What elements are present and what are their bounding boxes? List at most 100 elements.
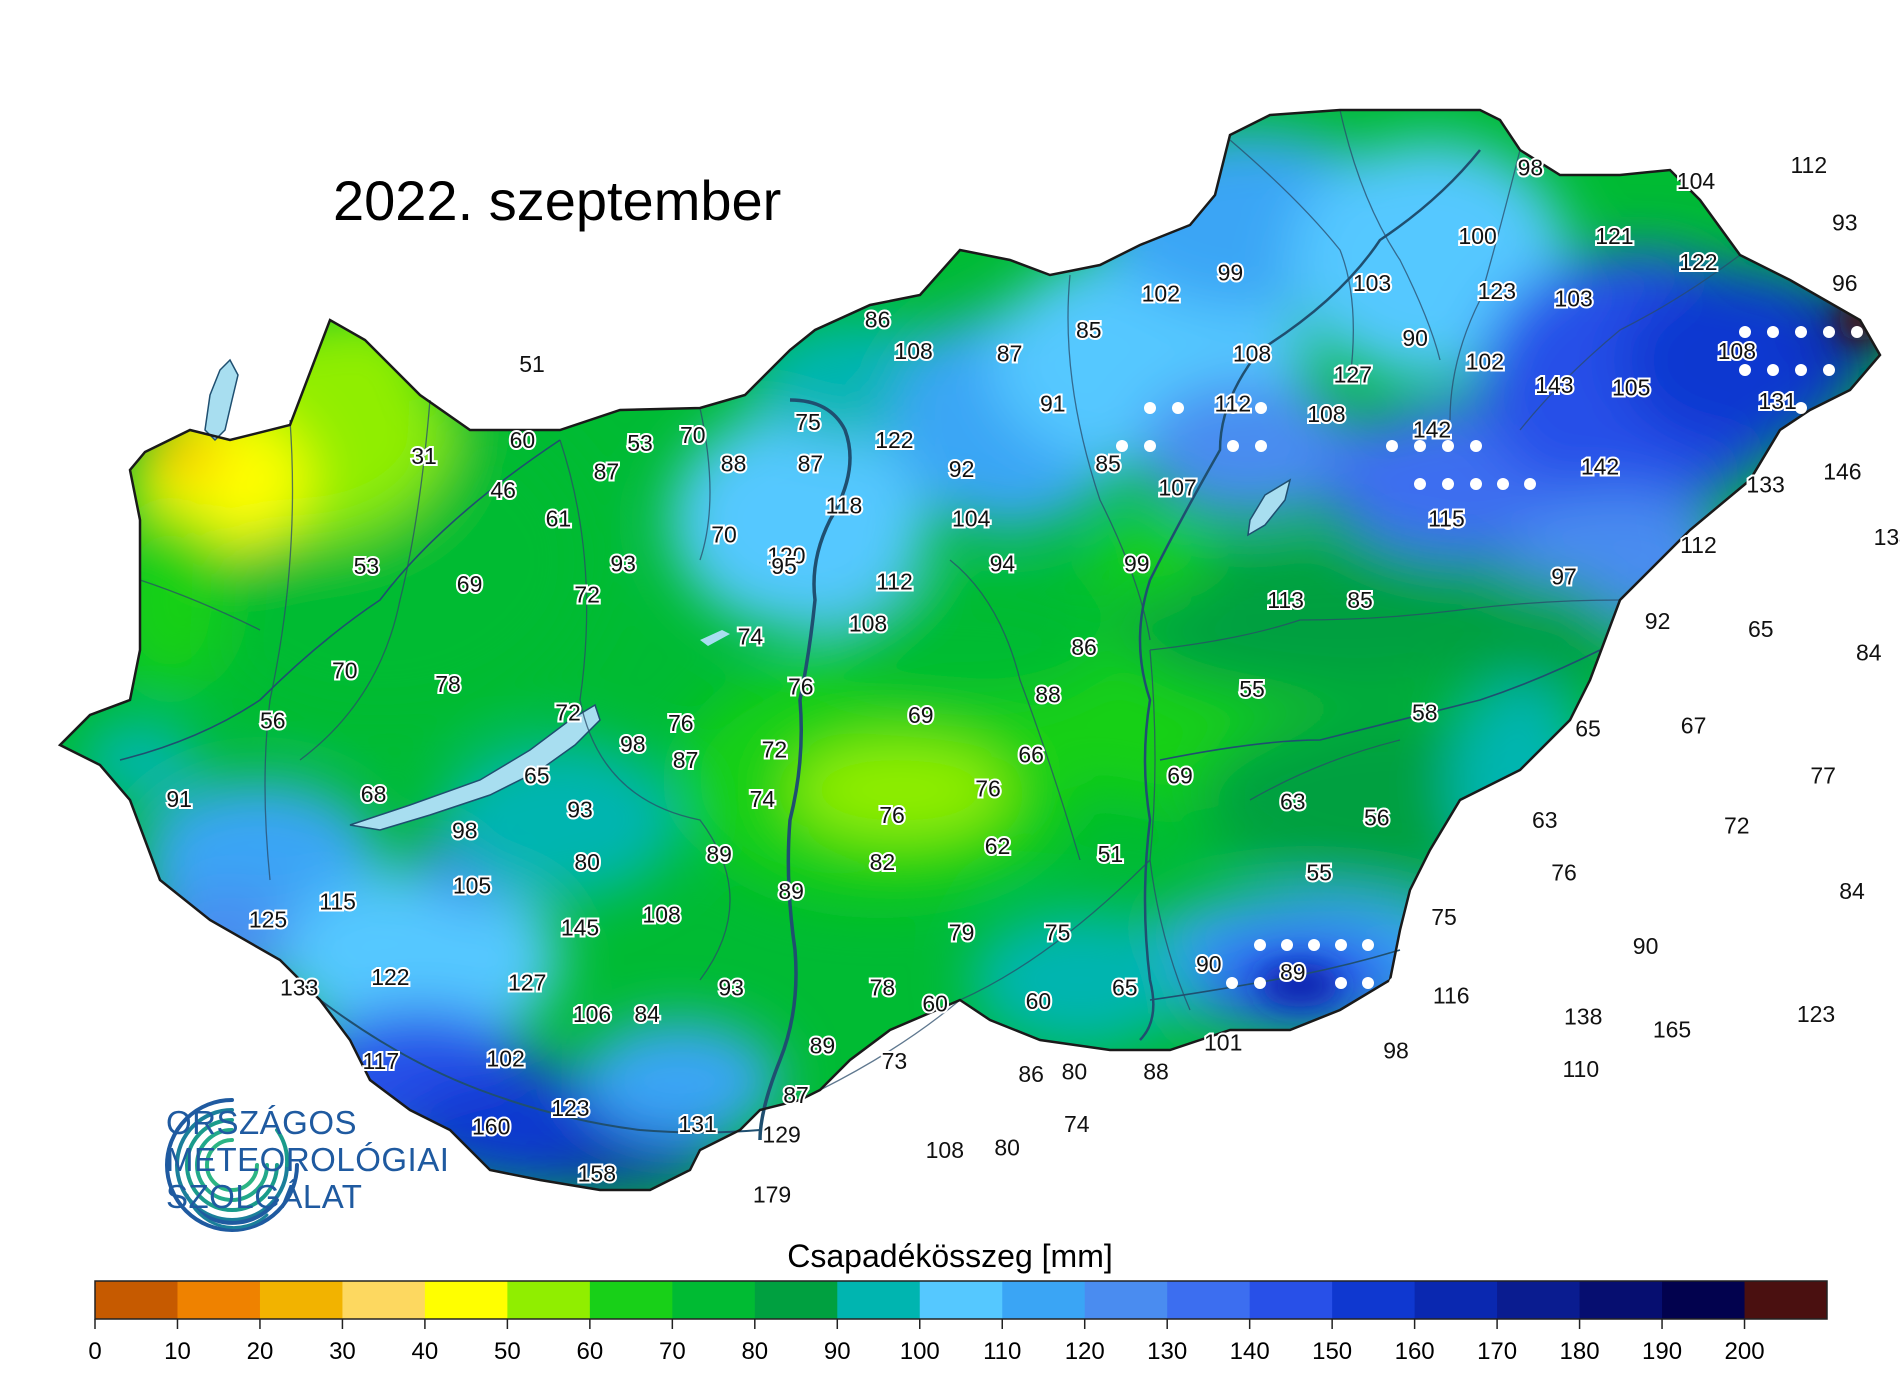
station-value: 31	[411, 443, 437, 469]
station-value: 94	[990, 550, 1016, 576]
legend-swatch	[1332, 1281, 1416, 1319]
station-value: 105	[453, 872, 491, 898]
legend-tick-label: 10	[164, 1338, 191, 1365]
station-value: 123	[551, 1095, 589, 1121]
station-value: 53	[627, 430, 653, 456]
station-value: 84	[1839, 878, 1865, 904]
station-value: 56	[260, 707, 286, 733]
legend-tick-label: 0	[88, 1338, 101, 1365]
station-value: 76	[1551, 859, 1577, 885]
station-value: 93	[610, 550, 636, 576]
station-value: 112	[876, 569, 913, 595]
station-value: 60	[510, 427, 536, 453]
station-value: 88	[1035, 681, 1061, 707]
station-value: 97	[1551, 563, 1577, 589]
legend-swatch	[1579, 1281, 1663, 1319]
omsz-swirl-logo	[165, 1098, 299, 1232]
station-value: 88	[721, 451, 747, 477]
station-value: 66	[1018, 741, 1044, 767]
station-value: 70	[711, 521, 737, 547]
station-value: 87	[673, 747, 699, 773]
station-value: 46	[490, 477, 516, 503]
precipitation-values: 9810411214793120159100121128122127991039…	[164, 150, 1900, 1210]
legend-swatch	[1414, 1281, 1498, 1319]
station-value: 142	[1413, 417, 1451, 443]
legend-swatch	[919, 1281, 1003, 1319]
county-boundaries	[139, 109, 1741, 1091]
station-value: 104	[952, 506, 991, 532]
river-tisza	[1138, 149, 1481, 1041]
station-value: 69	[457, 571, 483, 597]
station-value: 143	[1535, 372, 1573, 398]
station-value: 89	[1280, 959, 1306, 985]
station-value: 87	[798, 451, 824, 477]
river-raba	[119, 439, 561, 761]
station-value: 122	[371, 964, 409, 990]
station-value: 80	[1062, 1059, 1088, 1085]
station-value: 70	[332, 658, 358, 684]
station-value: 103	[1554, 286, 1592, 312]
station-value: 92	[949, 456, 975, 482]
station-value: 72	[574, 582, 600, 608]
station-value: 110	[1562, 1056, 1599, 1082]
legend-swatch	[1002, 1281, 1086, 1319]
legend-swatch	[507, 1281, 591, 1319]
station-value: 69	[908, 702, 934, 728]
station-value: 134	[1874, 524, 1900, 550]
station-value: 82	[870, 849, 896, 875]
lake-balaton	[349, 703, 601, 831]
station-value: 74	[738, 624, 764, 650]
station-value: 165	[1653, 1017, 1691, 1043]
station-value: 58	[1412, 700, 1438, 726]
station-value: 84	[634, 1001, 660, 1027]
legend-tick-label: 30	[329, 1338, 356, 1365]
legend-tick-label: 160	[1395, 1338, 1435, 1365]
station-value: 146	[1823, 459, 1861, 485]
station-value: 108	[1307, 401, 1345, 427]
station-value: 72	[762, 736, 788, 762]
station-value: 65	[524, 762, 550, 788]
station-value: 104	[1677, 168, 1716, 194]
legend-title: Csapadékösszeg [mm]	[787, 1238, 1113, 1274]
legend-swatch	[672, 1281, 756, 1319]
legend-tick-label: 120	[1065, 1338, 1105, 1365]
station-value: 133	[1746, 472, 1784, 498]
station-value: 84	[1856, 639, 1882, 665]
station-value: 108	[926, 1137, 964, 1163]
station-value: 123	[1478, 278, 1516, 304]
legend-swatch	[424, 1281, 508, 1319]
station-value: 76	[788, 673, 814, 699]
legend-tick-label: 70	[659, 1338, 686, 1365]
station-value: 56	[1364, 804, 1390, 830]
station-value: 120	[767, 542, 805, 568]
station-value: 107	[1158, 474, 1196, 500]
station-value: 78	[870, 975, 896, 1001]
station-value: 80	[994, 1134, 1020, 1160]
legend-swatch	[1497, 1281, 1581, 1319]
river-koros	[1159, 649, 1601, 761]
station-value: 179	[753, 1182, 791, 1208]
station-value: 103	[1353, 270, 1391, 296]
station-value: 88	[1143, 1059, 1169, 1085]
station-value: 117	[362, 1048, 399, 1074]
station-value: 92	[1645, 608, 1671, 634]
station-value: 53	[354, 553, 380, 579]
station-value: 158	[578, 1161, 616, 1187]
station-value: 62	[985, 833, 1011, 859]
water-features	[119, 149, 1601, 1141]
station-value: 108	[1233, 341, 1271, 367]
legend-swatch	[1662, 1281, 1746, 1319]
station-value: 145	[561, 914, 599, 940]
station-value: 60	[922, 990, 948, 1016]
legend-tick-label: 170	[1477, 1338, 1517, 1365]
station-value: 113	[1267, 587, 1304, 613]
logo-text: ORSZÁGOS METEOROLÓGIAI SZOLGÁLAT	[166, 1104, 449, 1215]
station-value: 108	[642, 901, 680, 927]
station-value: 98	[452, 817, 478, 843]
station-value: 69	[1167, 762, 1193, 788]
station-value: 77	[1810, 762, 1836, 788]
station-value: 75	[1431, 904, 1457, 930]
station-value: 65	[1748, 616, 1774, 642]
legend-colorbar: 0 10 20 30 40 50 60 70 80 90 100 110 120 130 140 150 160…	[88, 1280, 1828, 1365]
station-value: 60	[1026, 988, 1052, 1014]
